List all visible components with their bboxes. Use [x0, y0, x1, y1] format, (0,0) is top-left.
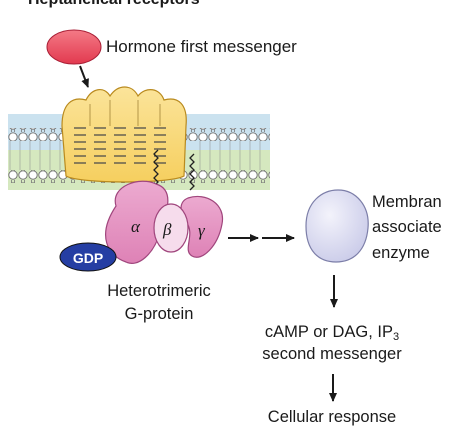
diagram-title: Heptahelical receptors — [28, 0, 200, 9]
gdp-molecule: GDP — [59, 242, 117, 272]
membrane-enzyme — [305, 189, 369, 263]
g-protein-label-line-1: Heterotrimeric — [107, 282, 211, 300]
hormone-molecule — [46, 29, 102, 65]
enzyme-label-line-1: Membran — [372, 193, 442, 211]
enzyme-label-line-3: enzyme — [372, 244, 430, 262]
hormone-label: Hormone first messenger — [106, 37, 297, 56]
g-protein-label-line-2: G-protein — [124, 305, 194, 323]
cellular-response-label: Cellular response — [267, 408, 397, 426]
second-messenger-text: cAMP or DAG, IP — [264, 323, 393, 341]
hormone-binding-arrow — [79, 65, 89, 88]
heptahelical-receptor — [61, 86, 187, 183]
second-messenger-label-line-1: cAMP or DAG, IP3 — [216, 323, 448, 343]
beta-label: β — [162, 220, 172, 239]
lipid-anchors — [153, 149, 195, 191]
gdp-label: GDP — [73, 250, 103, 266]
ip3-subscript: 3 — [392, 331, 400, 343]
lipid-tails — [9, 141, 261, 170]
receptor-helices — [74, 127, 166, 164]
beta-subunit — [153, 203, 189, 253]
second-messenger-label-line-2: second messenger — [262, 345, 402, 363]
gamma-label: γ — [198, 221, 206, 240]
alpha-label: α — [131, 217, 141, 236]
g-protein: α β γ — [105, 180, 224, 264]
enzyme-label-line-2: associate — [372, 218, 442, 236]
